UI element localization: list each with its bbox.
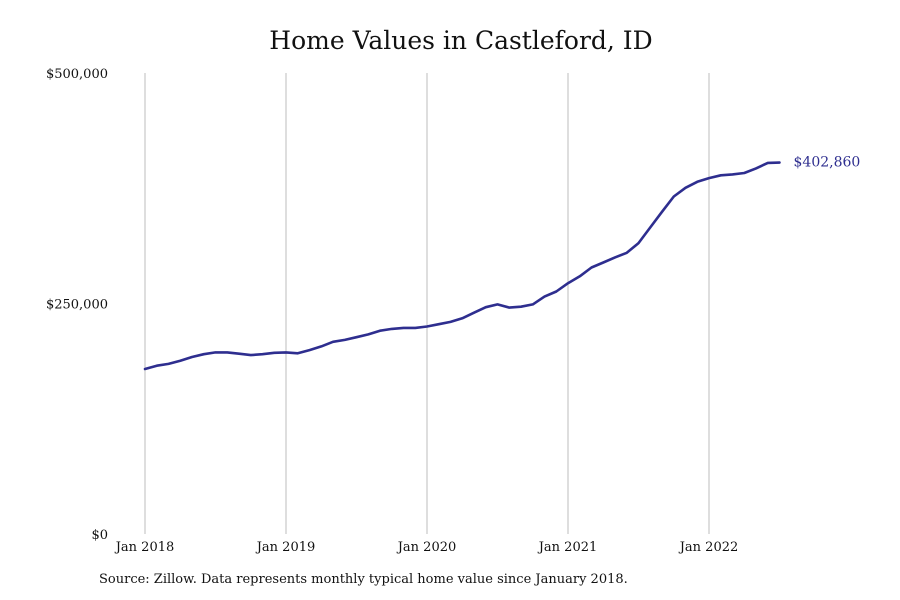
- y-tick-label: $500,000: [46, 67, 108, 82]
- chart-title: Home Values in Castleford, ID: [269, 26, 653, 55]
- x-tick-label: Jan 2021: [537, 540, 598, 555]
- y-tick-label: $250,000: [46, 298, 108, 313]
- x-tick-label: Jan 2022: [678, 540, 739, 555]
- y-tick-label: $0: [91, 528, 108, 543]
- gridlines: [144, 73, 710, 534]
- x-tick-label: Jan 2020: [396, 540, 457, 555]
- end-value-label: $402,860: [794, 155, 861, 171]
- x-tick-label: Jan 2019: [255, 540, 316, 555]
- source-note: Source: Zillow. Data represents monthly …: [99, 572, 628, 587]
- x-tick-label: Jan 2018: [114, 540, 175, 555]
- x-axis-ticks: Jan 2018 Jan 2019 Jan 2020 Jan 2021 Jan 2022: [114, 540, 739, 555]
- series-line: [143, 161, 781, 371]
- y-axis-ticks: $0 $250,000 $500,000: [46, 67, 108, 543]
